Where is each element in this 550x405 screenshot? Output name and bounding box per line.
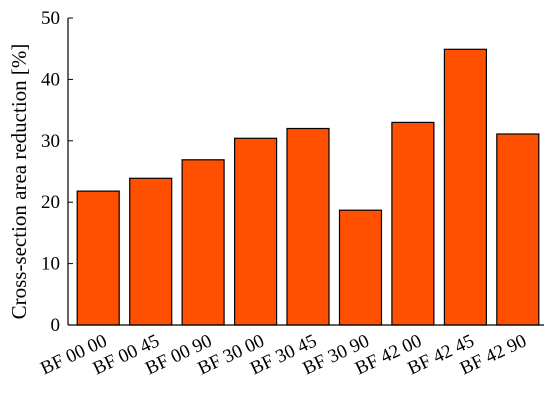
y-tick-label: 30 [41, 131, 60, 152]
bars-group [76, 48, 540, 326]
y-tick-label: 20 [41, 192, 60, 213]
bar [76, 190, 120, 326]
y-ticks-group: 0 10 20 30 40 50 [41, 8, 73, 336]
bar [496, 133, 540, 326]
y-tick-label: 50 [41, 8, 60, 29]
y-tick-label: 10 [41, 254, 60, 275]
axes-group [67, 18, 544, 326]
bar [181, 159, 225, 326]
bar [286, 127, 330, 326]
bar [234, 137, 278, 326]
bar [338, 209, 383, 326]
bar [443, 48, 487, 326]
y-tick-label: 40 [41, 69, 60, 90]
bar [129, 177, 173, 326]
bar [391, 121, 435, 326]
y-tick-label: 0 [51, 315, 61, 336]
y-axis-title: Cross-section area reduction [%] [7, 44, 31, 320]
